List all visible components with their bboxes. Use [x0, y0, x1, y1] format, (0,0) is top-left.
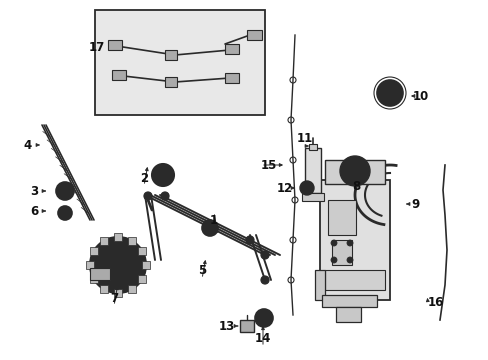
Bar — [240, 320, 253, 332]
Bar — [86, 261, 94, 269]
Circle shape — [143, 192, 152, 200]
Bar — [114, 233, 122, 241]
Bar — [314, 270, 325, 300]
Circle shape — [245, 236, 253, 244]
Text: 2: 2 — [140, 171, 148, 185]
Circle shape — [330, 257, 336, 263]
Bar — [308, 144, 316, 150]
Bar — [224, 73, 239, 83]
Bar — [331, 240, 351, 265]
Bar — [305, 148, 320, 193]
Bar — [128, 285, 136, 293]
Bar — [108, 40, 122, 50]
Bar — [90, 275, 98, 283]
Bar — [100, 285, 108, 293]
Circle shape — [330, 240, 336, 246]
Bar — [128, 237, 136, 245]
Circle shape — [90, 237, 146, 293]
Bar — [100, 237, 108, 245]
Bar — [138, 275, 146, 283]
Bar — [325, 270, 384, 290]
Text: 16: 16 — [427, 297, 443, 310]
Text: 9: 9 — [410, 198, 418, 211]
Circle shape — [152, 164, 174, 186]
Circle shape — [383, 87, 395, 99]
Circle shape — [58, 206, 72, 220]
Text: 13: 13 — [219, 320, 235, 333]
Bar — [90, 247, 98, 255]
Text: 8: 8 — [351, 180, 359, 193]
Bar — [112, 70, 126, 80]
Bar — [224, 44, 239, 54]
Circle shape — [299, 181, 313, 195]
Circle shape — [376, 80, 402, 106]
Bar — [319, 180, 389, 300]
Text: 1: 1 — [209, 213, 218, 226]
Text: 6: 6 — [30, 204, 38, 217]
Bar — [325, 160, 384, 184]
Bar — [335, 307, 360, 322]
Text: 3: 3 — [30, 185, 38, 198]
Text: 7: 7 — [110, 292, 118, 305]
Circle shape — [62, 210, 68, 216]
Text: 14: 14 — [254, 333, 271, 346]
Bar — [321, 295, 376, 307]
Circle shape — [261, 276, 268, 284]
Circle shape — [56, 182, 74, 200]
Bar — [90, 268, 110, 280]
Bar — [164, 50, 177, 60]
Text: 5: 5 — [198, 265, 206, 278]
Bar — [142, 261, 150, 269]
Bar — [95, 10, 264, 115]
Circle shape — [346, 257, 352, 263]
Circle shape — [254, 309, 272, 327]
Text: 17: 17 — [89, 41, 105, 54]
Circle shape — [260, 314, 267, 322]
Bar — [138, 247, 146, 255]
Circle shape — [100, 247, 136, 283]
Circle shape — [261, 251, 268, 259]
Circle shape — [346, 163, 362, 179]
Circle shape — [304, 185, 309, 191]
Text: 15: 15 — [260, 158, 277, 171]
Text: 12: 12 — [276, 181, 292, 194]
Bar — [327, 200, 355, 235]
Bar — [302, 193, 324, 201]
Bar — [114, 289, 122, 297]
Bar — [246, 30, 262, 40]
Text: 11: 11 — [296, 131, 312, 144]
Circle shape — [161, 192, 169, 200]
Circle shape — [346, 240, 352, 246]
Circle shape — [110, 257, 126, 273]
Text: 4: 4 — [24, 139, 32, 152]
Circle shape — [202, 220, 218, 236]
Circle shape — [339, 156, 369, 186]
Circle shape — [61, 187, 69, 195]
Bar — [164, 77, 177, 87]
Circle shape — [158, 170, 168, 180]
Text: 10: 10 — [412, 90, 428, 103]
